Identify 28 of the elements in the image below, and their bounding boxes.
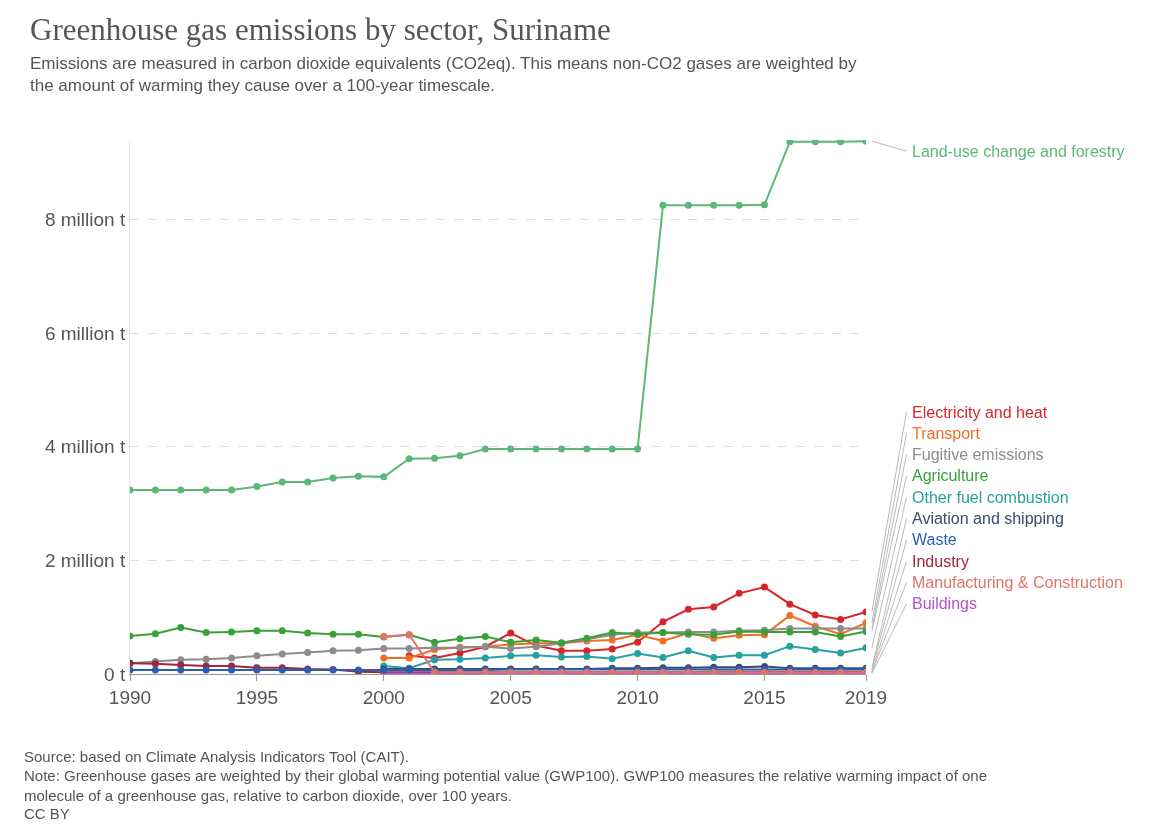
y-tick-label: 8 million t — [44, 209, 126, 231]
text: Aviation and shipping — [912, 510, 1064, 527]
text: Fugitive emissions — [912, 446, 1044, 463]
text: Note: Greenhouse gases are weighted by their global warming potential value (GWP100). GWP100 measures the relative warming impact of one molecule of a greenhouse gas, relative to carbon dioxide, over 100 years. — [24, 767, 987, 804]
text: CC BY — [24, 805, 70, 822]
text: Agriculture — [912, 467, 989, 484]
text: Other fuel combustion — [912, 489, 1069, 506]
y-tick-label: 6 million t — [44, 322, 126, 344]
y-tick-label: 4 million t — [44, 436, 126, 458]
text: Transport — [912, 425, 981, 442]
x-tick-label: 2015 — [743, 686, 786, 708]
x-tick-label: 2000 — [362, 686, 405, 708]
text: Industry — [912, 553, 969, 570]
x-tick-label: 1995 — [235, 686, 279, 708]
y-tick-label: 2 million t — [44, 550, 126, 572]
chart-title: Greenhouse gas emissions by sector, Suriname — [30, 12, 611, 47]
text: Buildings — [912, 595, 977, 612]
text: Electricity and heat — [912, 404, 1048, 421]
text: Waste — [912, 531, 957, 548]
x-tick-label: 1990 — [108, 686, 152, 708]
x-tick-label: 2010 — [616, 686, 659, 708]
source-note: Source: based on Climate Analysis Indicators Tool (CAIT). — [24, 748, 409, 765]
text: Manufacturing & Construction — [912, 574, 1123, 591]
x-tick-label: 2019 — [844, 686, 888, 708]
x-tick-label: 2005 — [489, 686, 532, 708]
text: Land-use change and forestry — [912, 143, 1125, 160]
chart-subtitle: Emissions are measured in carbon dioxide equivalents (CO2eq). This means non-CO2 gases are weighted by the amount of warming they cause over a 100-year timescale. — [30, 54, 862, 96]
y-tick-label: 0 t — [104, 663, 126, 685]
